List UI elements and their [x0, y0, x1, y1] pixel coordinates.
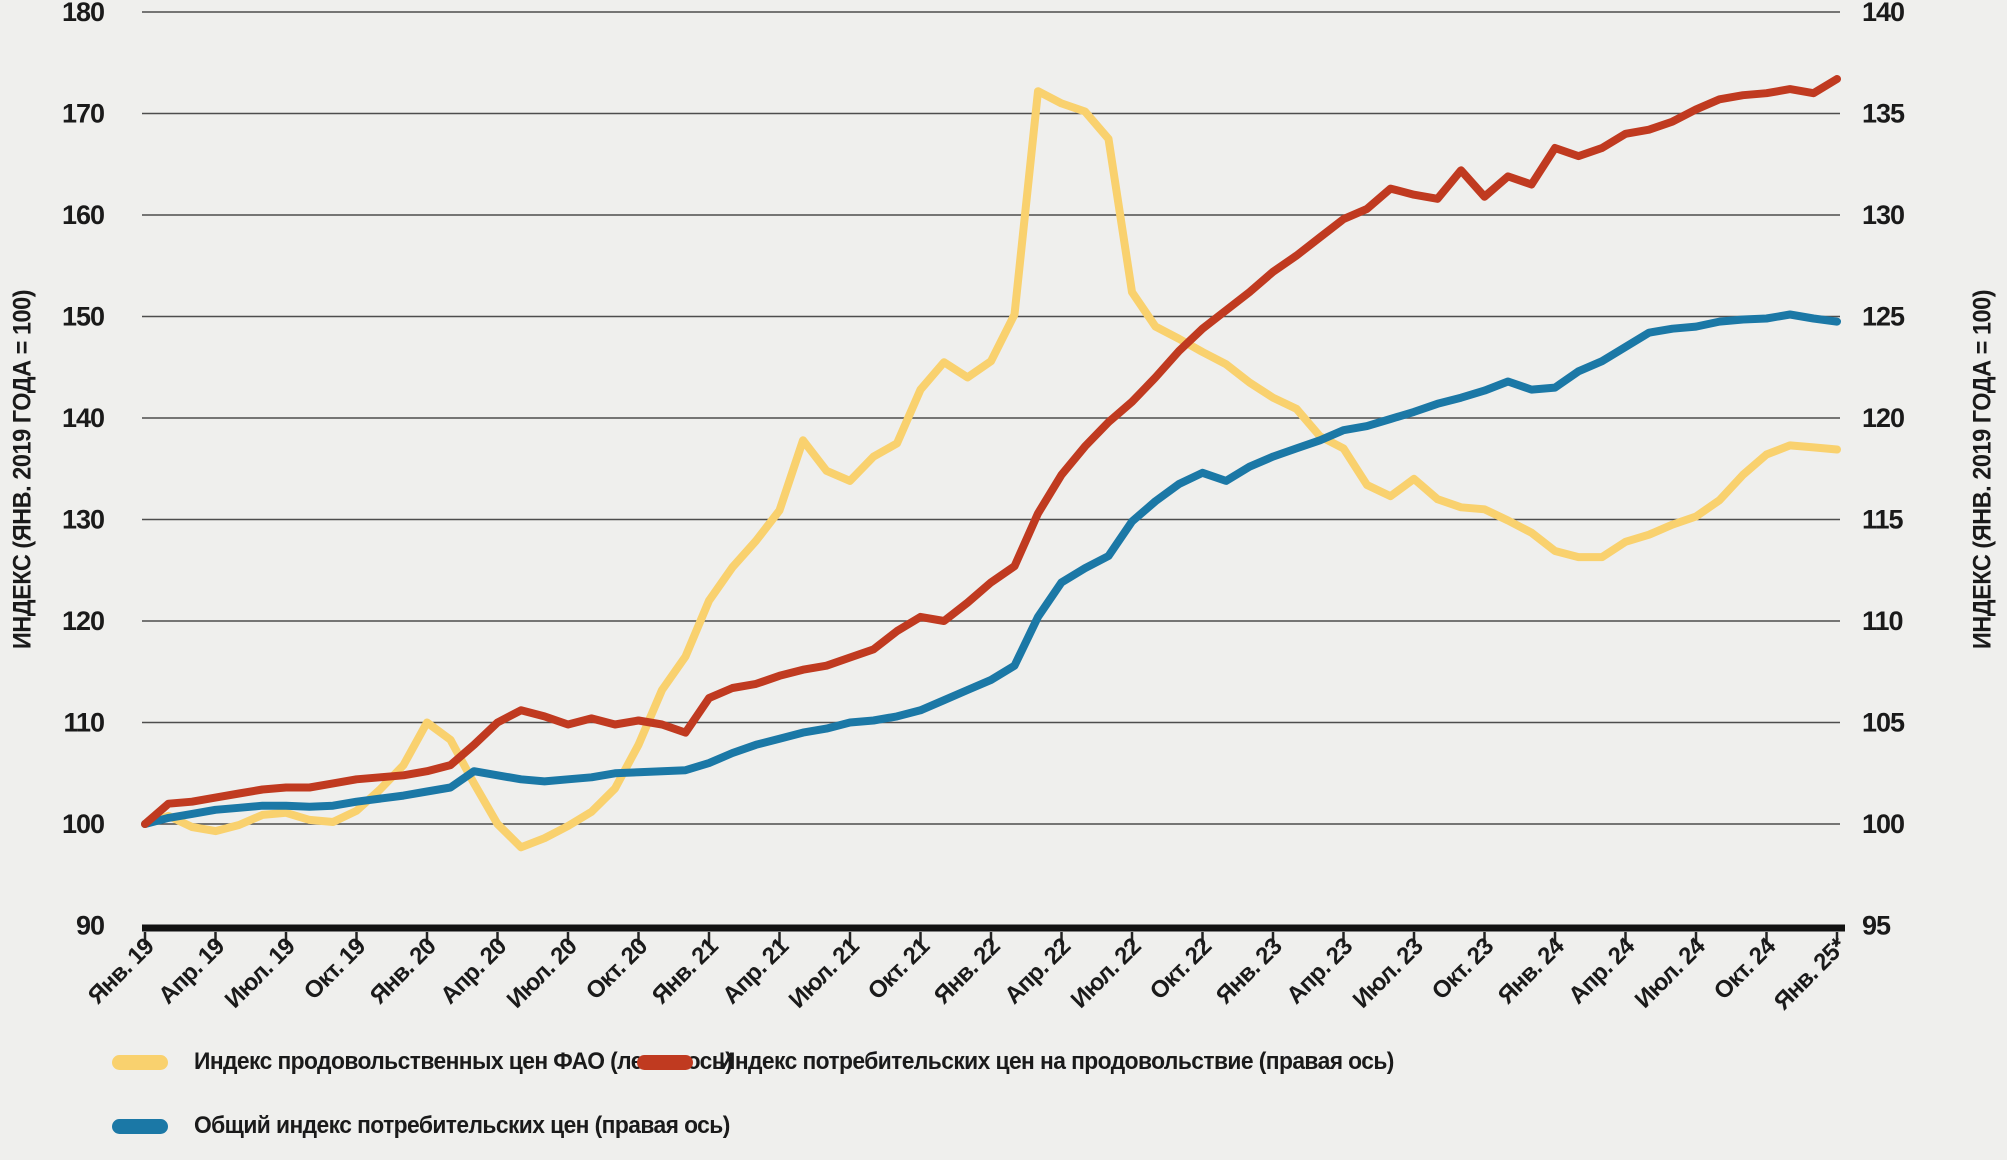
- left-axis-tick-label: 120: [62, 606, 104, 636]
- right-axis-tick-label: 105: [1862, 708, 1905, 738]
- x-tick-label: Янв. 24: [1493, 932, 1570, 1009]
- legend-label: Общий индекс потребительских цен (правая…: [194, 1112, 730, 1139]
- right-axis-tick-label: 95: [1862, 911, 1891, 941]
- x-tick-label: Апр. 24: [1563, 932, 1640, 1009]
- legend-item-consumer-food-price-index: Индекс потребительских цен на продовольс…: [637, 1048, 1429, 1076]
- left-axis-tick-label: 130: [62, 505, 104, 535]
- left-axis-tick-label: 140: [62, 403, 104, 433]
- x-tick-label: Окт. 20: [581, 933, 653, 1005]
- x-tick-label: Апр. 23: [1281, 933, 1358, 1010]
- left-axis-tick-labels: 180 170 160 150 140 130 120 110 100 90: [62, 0, 105, 941]
- x-tick-label: Июл. 23: [1348, 933, 1429, 1014]
- legend-item-overall-cpi: Общий индекс потребительских цен (правая…: [112, 1112, 758, 1140]
- right-axis-tick-label: 115: [1862, 505, 1904, 535]
- x-tick-label: Апр. 21: [717, 933, 794, 1010]
- x-tick-label: Янв. 20: [365, 933, 442, 1010]
- x-tick-label: Окт. 19: [299, 933, 371, 1005]
- legend-swatch-blue: [112, 1118, 168, 1134]
- x-tick-label: Июл. 24: [1630, 932, 1712, 1014]
- left-axis-tick-label: 170: [62, 99, 104, 129]
- right-axis-tick-label: 110: [1862, 606, 1903, 636]
- x-tick-label: Июл. 22: [1066, 933, 1147, 1014]
- x-axis-ticks: [143, 932, 1839, 945]
- left-axis-title: ИНДЕКС (ЯНВ. 2019 ГОДА = 100): [8, 289, 37, 650]
- right-axis-tick-labels: 140 135 130 125 120 115 110 105 100 95: [1862, 0, 1906, 941]
- left-axis-tick-label: 100: [62, 809, 104, 839]
- x-tick-label: Окт. 22: [1145, 933, 1217, 1005]
- right-axis-tick-label: 120: [1862, 403, 1904, 433]
- series-line-fao-food-price: [141, 87, 1841, 852]
- right-axis-title: ИНДЕКС (ЯНВ. 2019 ГОДА = 100): [1968, 289, 1997, 650]
- x-tick-label: Янв. 21: [647, 933, 724, 1010]
- series-lines: [141, 75, 1841, 852]
- x-tick-label: Янв. 22: [929, 933, 1006, 1010]
- right-axis-tick-label: 130: [1862, 200, 1904, 230]
- legend-swatch-red: [637, 1054, 693, 1070]
- left-axis-tick-label: 180: [62, 0, 104, 27]
- x-tick-label: Окт. 23: [1427, 933, 1499, 1005]
- left-axis-tick-label: 160: [62, 200, 104, 230]
- right-axis-tick-label: 100: [1862, 809, 1904, 839]
- x-tick-label: Июл. 21: [784, 933, 865, 1014]
- x-tick-label: Янв. 23: [1211, 933, 1288, 1010]
- left-axis-tick-label: 110: [63, 708, 104, 738]
- right-axis-tick-label: 125: [1862, 302, 1905, 332]
- x-tick-label: Июл. 20: [502, 933, 583, 1014]
- x-tick-label: Янв. 19: [83, 933, 160, 1010]
- gridlines: [142, 11, 1840, 825]
- legend-label: Индекс потребительских цен на продовольс…: [719, 1048, 1394, 1075]
- x-tick-label: Апр. 22: [999, 933, 1076, 1010]
- right-axis-tick-label: 140: [1862, 0, 1904, 27]
- legend-swatch-yellow: [112, 1054, 168, 1070]
- x-tick-label: Апр. 19: [153, 933, 230, 1010]
- left-axis-tick-label: 90: [76, 911, 104, 941]
- x-tick-label: Янв. 25*: [1769, 932, 1852, 1015]
- right-axis-tick-label: 135: [1862, 99, 1905, 129]
- series-line-consumer-food-price: [141, 75, 1841, 828]
- series-line-overall-cpi: [141, 310, 1841, 828]
- x-tick-label: Окт. 21: [863, 933, 935, 1005]
- x-tick-label: Апр. 20: [435, 933, 512, 1010]
- x-tick-label: Июл. 19: [220, 933, 301, 1014]
- left-axis-tick-label: 150: [62, 302, 104, 332]
